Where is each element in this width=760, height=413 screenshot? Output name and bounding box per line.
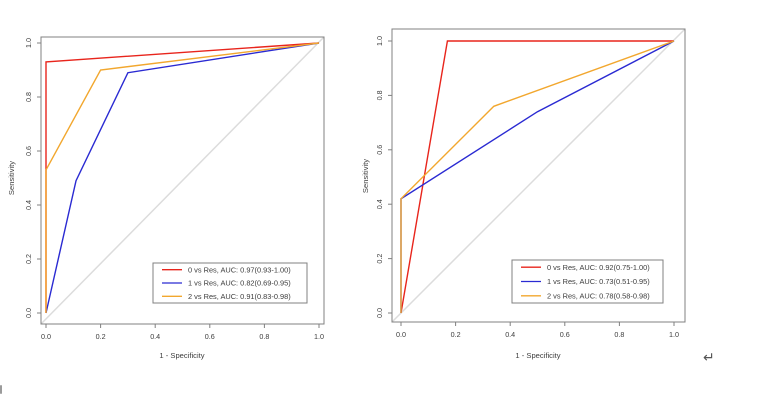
y-axis-tick-label: 0.6 <box>375 145 384 155</box>
left-edge-artifact <box>0 385 2 394</box>
x-axis-tick-label: 1.0 <box>314 332 324 341</box>
roc-plot-right: 0.0 0.2 0.4 0.6 0.8 1.0 0.0 0.2 0.4 0.6 0.8 1.0 1 - … <box>361 28 686 360</box>
reference-diagonal-line <box>40 36 325 325</box>
x-axis-tick-label: 0.6 <box>205 332 215 341</box>
legend-label: 1 vs Res, AUC: 0.73(0.51-0.95) <box>547 277 650 286</box>
roc-curve-blue <box>45 42 320 314</box>
x-axis-tick-label: 0.0 <box>41 332 51 341</box>
x-axis-tick-label: 0.6 <box>560 330 570 339</box>
y-axis-tick-label: 1.0 <box>24 38 33 48</box>
legend-label: 0 vs Res, AUC: 0.92(0.75-1.00) <box>547 263 650 272</box>
roc-plot-left: 0.0 0.2 0.4 0.6 0.8 1.0 0.0 0.2 0.4 0.6 0.8 1.0 1 - … <box>7 36 325 360</box>
y-axis-tick-label: 0.6 <box>24 146 33 156</box>
x-axis-title: 1 - Specificity <box>159 351 204 360</box>
y-axis-tick-label: 0.8 <box>24 92 33 102</box>
reference-diagonal-line <box>391 28 686 323</box>
plot-frame <box>391 28 686 323</box>
y-axis-tick-label: 0.0 <box>24 308 33 318</box>
x-axis-tick-label: 0.4 <box>150 332 160 341</box>
legend-label: 2 vs Res, AUC: 0.78(0.58-0.98) <box>547 292 650 301</box>
plot-frame <box>40 36 325 325</box>
x-axis-title: 1 - Specificity <box>515 351 560 360</box>
x-axis-tick-label: 0.8 <box>259 332 269 341</box>
y-axis-title: Sensitivity <box>7 161 16 195</box>
y-axis-title: Sensitivity <box>361 159 370 193</box>
x-axis-tick-label: 1.0 <box>669 330 679 339</box>
y-axis-tick-label: 0.4 <box>24 200 33 210</box>
y-axis-tick-label: 1.0 <box>375 36 384 46</box>
y-axis-tick-label: 0.2 <box>375 254 384 264</box>
y-axis-tick-label: 0.2 <box>24 254 33 264</box>
x-axis-tick-label: 0.4 <box>505 330 515 339</box>
paragraph-return-icon: ↵ <box>703 349 715 365</box>
y-axis-tick-label: 0.0 <box>375 308 384 318</box>
roc-curve-orange <box>45 42 320 313</box>
legend-label: 2 vs Res, AUC: 0.91(0.83-0.98) <box>188 292 291 301</box>
x-axis-tick-label: 0.0 <box>396 330 406 339</box>
x-axis-tick-label: 0.2 <box>96 332 106 341</box>
x-axis-tick-label: 0.2 <box>451 330 461 339</box>
x-axis-tick-label: 0.8 <box>614 330 624 339</box>
roc-curve-red <box>400 40 674 314</box>
roc-curve-orange <box>400 40 675 313</box>
legend-label: 1 vs Res, AUC: 0.82(0.69-0.95) <box>188 279 291 288</box>
y-axis-tick-label: 0.8 <box>375 90 384 100</box>
y-axis-tick-label: 0.4 <box>375 199 384 209</box>
legend-label: 0 vs Res, AUC: 0.97(0.93-1.00) <box>188 265 291 274</box>
